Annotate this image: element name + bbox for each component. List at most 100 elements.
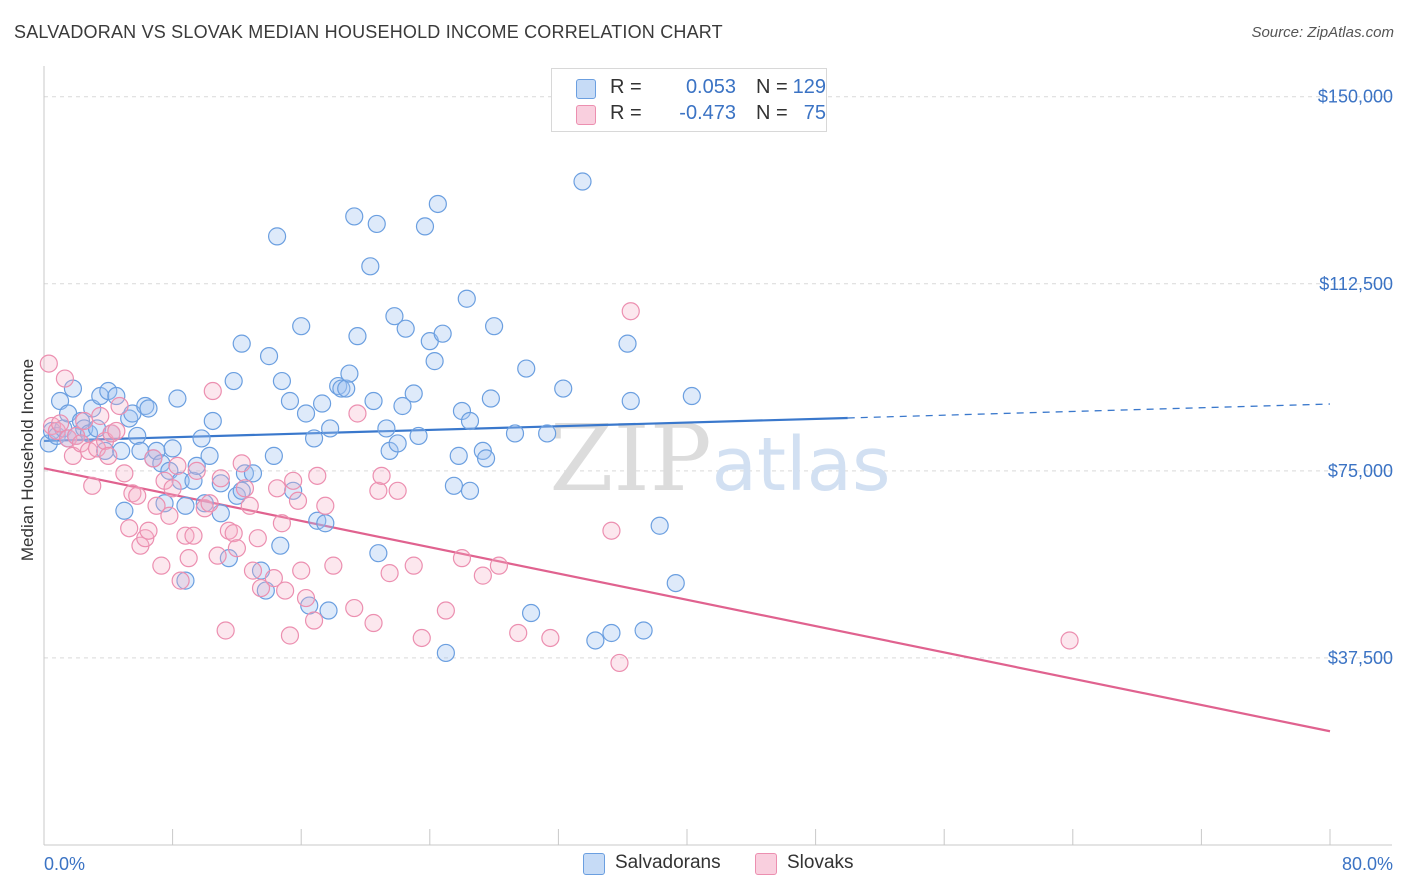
data-point — [184, 526, 203, 545]
data-point — [412, 628, 431, 648]
data-point — [337, 379, 356, 398]
data-point — [460, 481, 480, 500]
trend-lines — [43, 403, 1331, 733]
data-point — [195, 499, 214, 518]
data-point — [211, 469, 230, 488]
data-point — [312, 394, 332, 413]
data-point — [554, 379, 573, 398]
data-point — [436, 601, 455, 620]
legend-label: Slovaks — [787, 852, 854, 873]
data-point — [267, 227, 287, 246]
data-point — [452, 549, 472, 568]
data-point — [200, 494, 219, 513]
data-point — [147, 496, 166, 515]
data-point — [128, 486, 147, 505]
data-point — [345, 598, 364, 618]
data-point — [144, 449, 163, 468]
data-point — [621, 302, 640, 321]
data-point — [91, 406, 110, 426]
legend-swatch-pink — [576, 105, 596, 125]
data-point — [284, 471, 303, 490]
y-tick-labels: $37,500 $75,000 $112,500 $150,000 — [1318, 87, 1393, 668]
data-point — [248, 529, 267, 548]
data-point — [340, 364, 359, 383]
grid-lines — [44, 96, 1392, 659]
y-axis-title: Median Household Income — [18, 359, 37, 561]
data-point — [136, 396, 155, 416]
data-point — [618, 334, 637, 353]
data-point — [232, 481, 251, 500]
data-point — [324, 556, 343, 575]
data-point — [232, 454, 251, 473]
data-point — [666, 573, 685, 593]
data-point — [107, 421, 126, 441]
data-point — [39, 354, 58, 373]
y-tick-label: $112,500 — [1319, 274, 1393, 294]
data-point — [388, 481, 407, 500]
data-point — [396, 319, 415, 338]
legend-swatch-blue — [576, 79, 596, 99]
axes — [43, 66, 1392, 846]
data-point — [224, 371, 243, 391]
data-point — [203, 381, 222, 401]
data-point — [251, 578, 271, 598]
data-point — [321, 419, 340, 438]
data-point — [110, 396, 129, 416]
data-point — [200, 446, 219, 465]
data-point — [449, 446, 468, 465]
data-point — [364, 391, 383, 411]
data-point — [425, 352, 444, 371]
data-point — [219, 521, 238, 540]
data-point — [573, 172, 592, 191]
data-point — [50, 414, 70, 433]
data-point — [476, 449, 496, 468]
data-point — [345, 207, 364, 226]
data-point — [292, 317, 311, 336]
data-point — [107, 386, 126, 406]
data-point — [364, 613, 383, 633]
series-salvadorans — [39, 172, 701, 663]
data-point — [75, 411, 94, 431]
data-point — [521, 603, 541, 623]
data-point — [272, 371, 292, 391]
data-point — [240, 496, 259, 515]
correlation-legend: R = 0.053 N = 129 R = -0.473 N = 75 — [551, 68, 827, 132]
data-point — [292, 561, 311, 580]
legend-swatch-blue — [583, 853, 605, 875]
data-point — [388, 434, 407, 453]
data-point — [55, 369, 74, 388]
data-point — [509, 623, 528, 643]
data-point — [216, 621, 235, 640]
data-point — [139, 399, 158, 418]
data-point — [473, 566, 492, 585]
x-tick-label: 80.0% — [1342, 854, 1393, 874]
data-point — [304, 429, 324, 448]
data-point — [296, 588, 316, 608]
data-point — [232, 334, 251, 353]
data-point — [187, 456, 206, 475]
data-point — [602, 521, 621, 540]
data-point — [304, 611, 324, 630]
x-tick-label: 0.0% — [44, 854, 85, 874]
data-point — [436, 643, 455, 663]
data-point — [115, 464, 134, 483]
data-point — [316, 496, 335, 515]
y-tick-label: $75,000 — [1328, 461, 1393, 481]
data-point — [319, 601, 338, 620]
data-point — [243, 561, 263, 580]
legend-n-label: N = — [756, 102, 788, 124]
data-point — [485, 317, 504, 336]
data-point — [187, 461, 206, 480]
data-point — [203, 411, 222, 431]
data-point — [1060, 631, 1079, 650]
data-point — [444, 476, 464, 495]
legend-n-value: 75 — [803, 102, 826, 124]
data-point — [433, 324, 452, 343]
data-point — [83, 476, 102, 495]
data-point — [308, 466, 327, 485]
data-point — [634, 621, 653, 640]
data-point — [481, 389, 500, 408]
data-point — [361, 257, 380, 276]
trend-line — [43, 416, 848, 443]
